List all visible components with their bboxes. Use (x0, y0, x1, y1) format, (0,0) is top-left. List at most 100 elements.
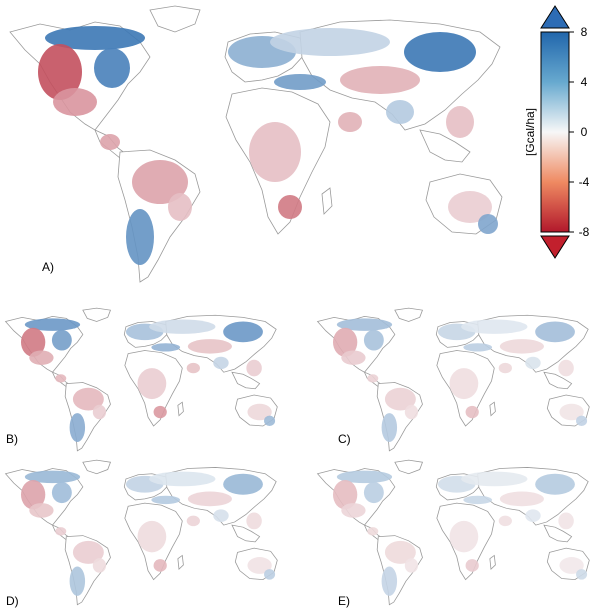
value-patch (465, 559, 479, 572)
colorbar-tick-8: 8 (581, 25, 588, 39)
colorbar-legend: 8 4 0 -4 -8 [Gcal/ha] (523, 4, 600, 266)
land-madagascar (489, 401, 496, 417)
value-patch (461, 319, 528, 334)
value-patch (223, 473, 263, 495)
value-patch (270, 28, 390, 56)
value-patch (69, 566, 86, 596)
land-greenland (394, 459, 424, 475)
value-patch (187, 491, 232, 507)
land-greenland (82, 459, 112, 475)
value-patch (558, 512, 574, 530)
value-patch (94, 48, 130, 88)
world-map-a (9, 5, 503, 283)
value-patch (381, 413, 398, 443)
land-madagascar (489, 554, 496, 570)
value-patch (559, 557, 584, 574)
world-map-e (316, 459, 590, 606)
value-patch (246, 359, 262, 377)
colorbar: 8 4 0 -4 -8 [Gcal/ha] (523, 5, 590, 259)
panel-label-d: D) (6, 594, 19, 608)
colorbar-gradient (540, 31, 570, 233)
value-patch (153, 405, 167, 419)
value-patch (498, 362, 512, 374)
value-patch (92, 558, 107, 573)
land-madagascar (177, 554, 184, 570)
value-patch (278, 195, 302, 219)
land-greenland (394, 307, 424, 322)
value-patch (341, 350, 366, 365)
value-patch (69, 413, 86, 443)
value-patch (478, 214, 498, 234)
value-patch (559, 403, 584, 421)
value-patch (499, 491, 544, 507)
value-patch (363, 329, 384, 351)
value-patch (213, 509, 229, 522)
map-panel-e: E) (312, 458, 602, 610)
colorbar-tick-minus4: -4 (579, 175, 590, 189)
value-patch (404, 32, 476, 72)
colorbar-tick-4: 4 (581, 75, 588, 89)
value-patch (151, 343, 181, 352)
value-patch (448, 191, 492, 223)
value-patch (29, 350, 54, 365)
value-patch (132, 160, 188, 204)
value-patch (249, 122, 301, 182)
value-patch (404, 404, 419, 420)
value-patch (363, 482, 384, 504)
land-south-east-asia (543, 524, 573, 543)
value-patch (187, 339, 232, 354)
value-patch (384, 387, 416, 411)
value-patch (535, 321, 575, 343)
value-patch (336, 470, 393, 484)
value-patch (149, 471, 216, 487)
value-patch (100, 134, 120, 150)
value-patch (20, 327, 46, 357)
value-patch (247, 403, 272, 421)
value-patch (449, 520, 479, 553)
value-patch (367, 374, 379, 383)
value-patch (246, 512, 262, 530)
colorbar-tick-minus8: -8 (579, 225, 590, 239)
land-greenland (82, 307, 112, 322)
panel-label-e: E) (338, 594, 350, 608)
value-patch (186, 515, 200, 527)
land-greenland (149, 5, 201, 33)
map-panel-c: C) (312, 306, 602, 456)
value-patch (535, 473, 575, 495)
land-madagascar (321, 187, 333, 215)
map-panel-a: A) (0, 2, 525, 292)
value-patch (45, 26, 145, 50)
value-patch (274, 74, 326, 90)
value-patch (384, 540, 416, 564)
value-patch (24, 470, 81, 484)
value-patch (558, 359, 574, 377)
value-patch (53, 88, 97, 116)
value-patch (332, 480, 358, 510)
value-patch (332, 327, 358, 357)
value-patch (92, 404, 107, 420)
value-patch (55, 374, 67, 383)
value-patch (153, 559, 167, 572)
value-patch (24, 318, 81, 331)
colorbar-min-arrow-icon (540, 235, 570, 259)
value-patch (51, 329, 72, 351)
value-patch (404, 558, 419, 573)
panel-label-a: A) (42, 260, 54, 274)
value-patch (463, 495, 493, 505)
value-patch (213, 356, 229, 370)
world-map-d (4, 459, 278, 606)
value-patch (149, 319, 216, 334)
value-patch (463, 343, 493, 352)
value-patch (264, 415, 276, 426)
value-patch (55, 527, 67, 536)
value-patch (186, 362, 200, 374)
colorbar-tick-0: 0 (581, 125, 588, 139)
value-patch (223, 321, 263, 343)
value-patch (338, 112, 362, 132)
value-patch (247, 557, 272, 574)
value-patch (525, 356, 541, 370)
value-patch (126, 209, 154, 265)
land-south-east-asia (419, 129, 471, 163)
value-patch (137, 368, 167, 400)
value-patch (72, 387, 104, 411)
